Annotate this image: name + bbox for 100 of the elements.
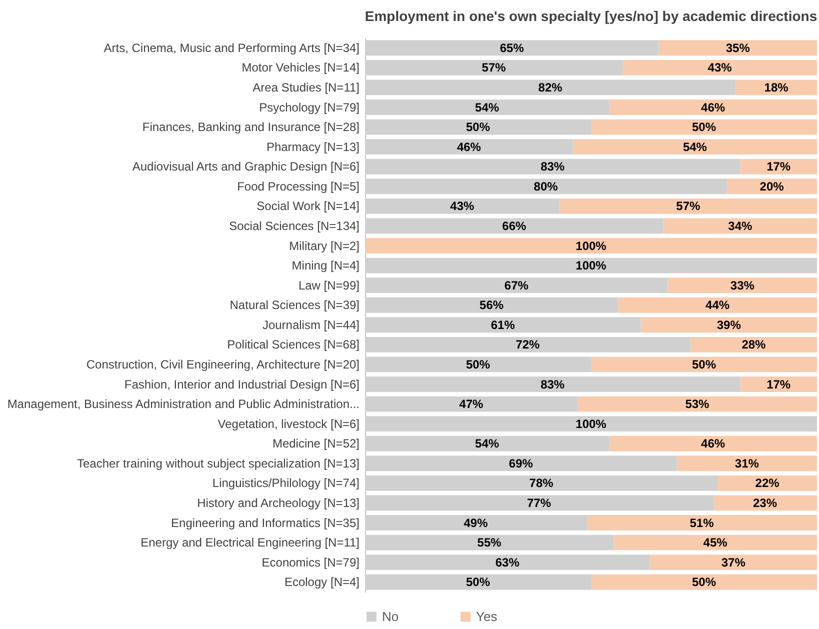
data-label: 50% <box>692 120 716 134</box>
data-label: 66% <box>502 218 526 233</box>
bar <box>365 495 714 511</box>
y-tick-label: Management, Business Administration and Public Administration... <box>7 397 360 412</box>
data-label: 37% <box>721 555 746 570</box>
bar <box>365 356 591 372</box>
data-label: 56% <box>480 298 504 312</box>
y-tick-label: Journalism [N=44] <box>262 318 360 332</box>
bar <box>365 574 591 590</box>
y-tick-label: Natural Sciences [N=39] <box>230 298 360 312</box>
bar <box>365 376 740 392</box>
data-label: 57% <box>482 60 506 75</box>
bar <box>668 278 817 294</box>
bar <box>577 396 817 412</box>
y-tick-label: Law [N=99] <box>298 278 360 292</box>
data-label: 45% <box>703 536 728 550</box>
data-label: 20% <box>760 179 784 194</box>
bar <box>713 495 817 511</box>
bar <box>591 119 817 135</box>
data-label: 67% <box>504 278 529 292</box>
data-label: 53% <box>685 397 710 412</box>
y-tick-label: Finances, Banking and Insurance [N=28] <box>142 120 360 134</box>
y-tick-label: History and Archeology [N=13] <box>197 496 360 510</box>
data-label: 100% <box>576 258 607 273</box>
data-label: 50% <box>692 575 716 590</box>
data-label: 80% <box>534 179 558 194</box>
y-tick-label: Engineering and Informatics [N=35] <box>171 516 360 530</box>
data-label: 55% <box>477 536 502 550</box>
bar <box>365 436 610 452</box>
y-tick-label: Economics [N=79] <box>262 555 360 570</box>
bar <box>365 534 614 550</box>
bar <box>365 218 664 234</box>
data-label: 50% <box>466 575 490 590</box>
bar <box>365 119 591 135</box>
data-label: 77% <box>527 496 552 510</box>
data-label: 83% <box>540 377 565 392</box>
data-label: 82% <box>538 80 563 94</box>
bar <box>658 40 817 56</box>
bar <box>591 574 817 590</box>
bar <box>365 396 578 412</box>
bar <box>718 475 817 491</box>
y-tick-label: Energy and Electrical Engineering [N=11] <box>140 536 360 550</box>
data-label: 17% <box>766 160 791 174</box>
bar <box>365 60 623 76</box>
bar <box>609 100 817 115</box>
data-label: 57% <box>676 199 701 214</box>
y-tick-label: Teacher training without subject specialization [N=13] <box>77 456 360 470</box>
bar <box>572 139 817 155</box>
y-tick-label: Area Studies [N=11] <box>252 80 360 94</box>
bar <box>736 80 817 96</box>
data-label: 35% <box>726 40 750 55</box>
data-label: 46% <box>701 436 726 451</box>
bar <box>365 475 718 491</box>
data-label: 100% <box>576 238 607 253</box>
bar <box>365 297 618 313</box>
bar <box>365 238 817 254</box>
bar <box>365 198 560 214</box>
data-label: 50% <box>466 357 490 372</box>
bar <box>609 436 817 452</box>
bar <box>365 178 727 194</box>
bar <box>591 356 817 372</box>
bar <box>365 100 610 115</box>
data-label: 51% <box>690 516 714 530</box>
data-label: 46% <box>456 140 482 154</box>
bar <box>676 456 817 472</box>
data-label: 22% <box>755 476 780 490</box>
bar <box>740 376 817 392</box>
bar <box>726 178 817 194</box>
data-label: 54% <box>475 436 500 451</box>
bar <box>663 218 817 234</box>
data-label: 39% <box>716 318 742 332</box>
data-label: 18% <box>764 80 789 94</box>
data-label: 43% <box>450 199 475 214</box>
y-tick-label: Social Sciences [N=134] <box>229 218 360 233</box>
y-tick-label: Military [N=2] <box>289 238 360 253</box>
bar <box>365 80 736 96</box>
y-tick-label: Arts, Cinema, Music and Performing Arts [N=34] <box>104 40 360 55</box>
data-label: 63% <box>495 555 520 570</box>
bar <box>365 40 659 56</box>
y-tick-label: Mining [N=4] <box>292 258 360 273</box>
chart-title: Employment in one's own specialty [yes/no] by academic directions <box>364 8 818 24</box>
y-tick-label: Food Processing [N=5] <box>237 179 360 194</box>
y-tick-label: Political Sciences [N=68] <box>227 338 360 352</box>
y-tick-label: Medicine [N=52] <box>272 436 360 451</box>
bar <box>365 554 650 570</box>
data-label: 17% <box>766 377 791 392</box>
data-label: 65% <box>500 40 524 55</box>
data-label: 34% <box>728 218 752 233</box>
bar <box>614 534 817 550</box>
data-label: 69% <box>508 456 534 470</box>
bar <box>365 158 740 174</box>
data-label: 50% <box>692 357 716 372</box>
data-label: 72% <box>516 338 540 352</box>
bar <box>365 317 641 333</box>
bar <box>365 456 677 472</box>
legend-label: No <box>382 608 399 624</box>
y-tick-label: Audiovisual Arts and Graphic Design [N=6] <box>132 160 360 174</box>
y-tick-label: Pharmacy [N=13] <box>266 140 360 154</box>
bar <box>650 554 817 570</box>
data-label: 44% <box>706 298 730 312</box>
